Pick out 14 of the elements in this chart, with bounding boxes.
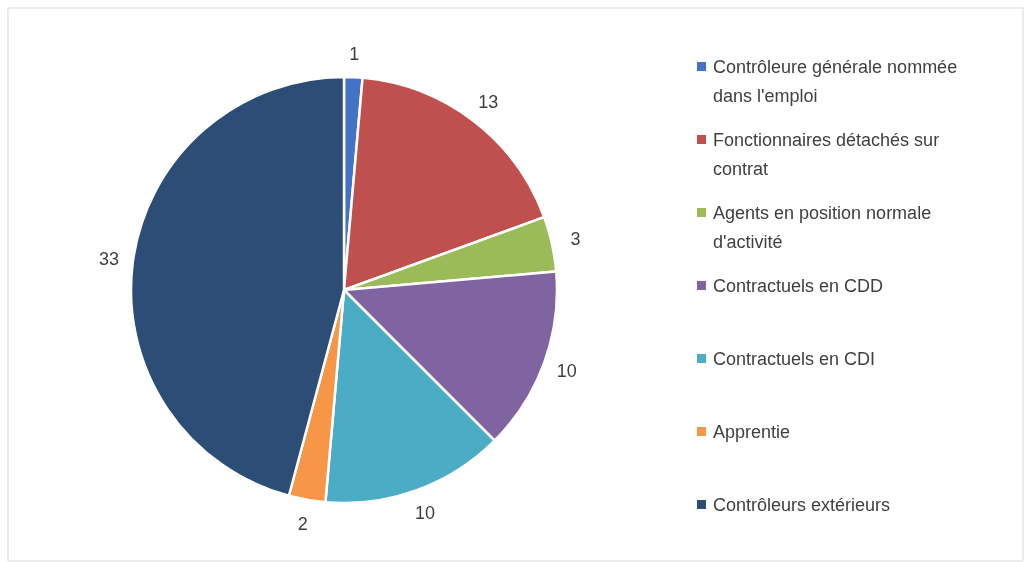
legend-label: Fonctionnaires détachés sur contrat	[713, 130, 940, 179]
data-label: 13	[478, 92, 499, 113]
data-label: 10	[556, 361, 577, 382]
legend-label: Contrôleurs extérieurs	[713, 495, 891, 515]
data-label: 2	[297, 513, 308, 534]
data-label: 1	[349, 43, 360, 64]
legend-label: Agents en position normale d'activité	[713, 203, 932, 252]
legend-label: Apprentie	[713, 422, 791, 442]
legend-label: Contractuels en CDD	[713, 276, 884, 296]
data-label: 10	[415, 503, 436, 524]
legend-label: Contrôleure générale nommée dans l'emploi	[713, 57, 958, 106]
data-label: 33	[99, 249, 120, 270]
data-label: 3	[570, 229, 581, 249]
legend-label: Contractuels en CDI	[713, 349, 876, 369]
